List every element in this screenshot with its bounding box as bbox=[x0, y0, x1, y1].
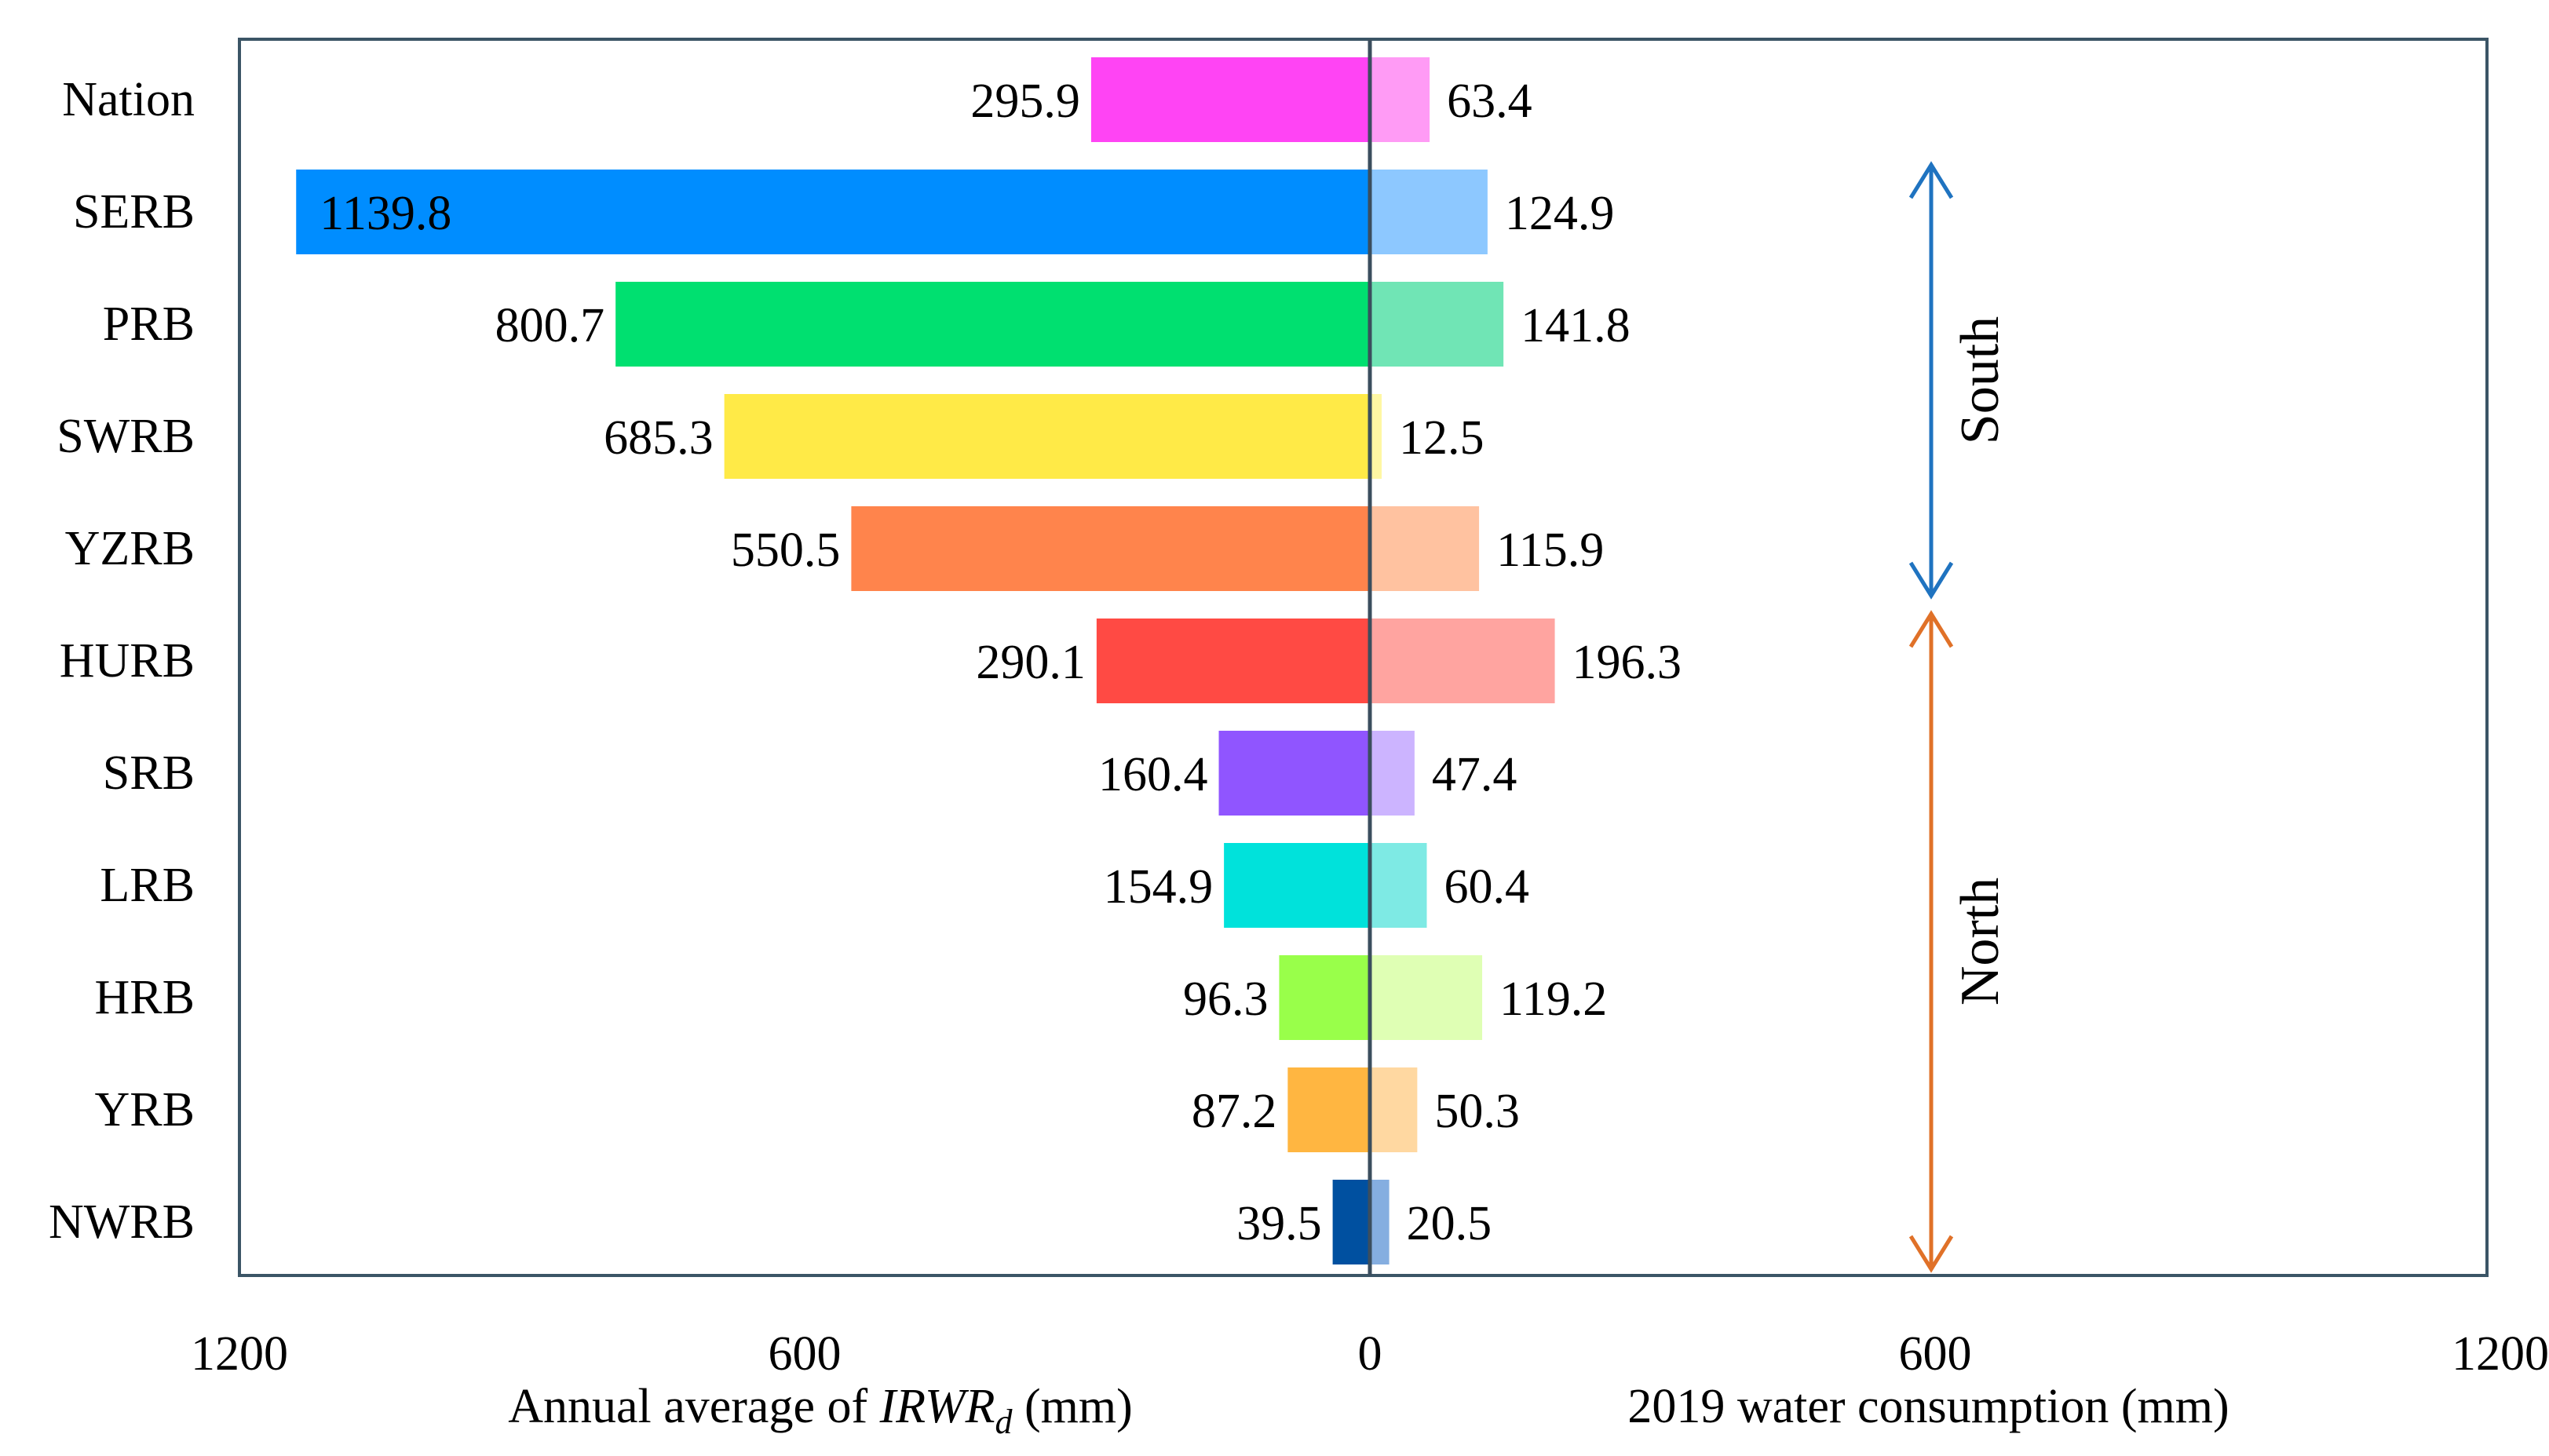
bar-right-yzrb bbox=[1370, 506, 1480, 591]
bar-right-srb bbox=[1370, 731, 1415, 816]
bar-left-hrb bbox=[1279, 955, 1370, 1040]
arrowhead-up-south bbox=[1908, 161, 1954, 199]
plot-frame bbox=[238, 38, 2489, 1277]
bar-right-swrb bbox=[1370, 394, 1382, 479]
bar-left-prb bbox=[615, 282, 1370, 367]
left-axis-label-var: IRWR bbox=[879, 1380, 995, 1433]
arrowhead-down-north bbox=[1908, 1235, 1954, 1273]
x-tick-labels: 1200 600 0 600 1200 bbox=[191, 1327, 2549, 1381]
value-label-left-yrb: 87.2 bbox=[1192, 1085, 1277, 1138]
category-label-yrb: YRB bbox=[95, 1083, 195, 1137]
left-axis-label: Annual average of IRWRd (mm) bbox=[508, 1380, 1133, 1441]
right-bars bbox=[1370, 57, 1555, 1264]
value-label-right-nation: 63.4 bbox=[1447, 75, 1532, 128]
arrowhead-down-south bbox=[1908, 561, 1954, 600]
annotation-south: South bbox=[1908, 161, 2010, 600]
category-label-hrb: HRB bbox=[95, 971, 195, 1024]
value-label-left-swrb: 685.3 bbox=[604, 411, 714, 465]
value-label-right-yzrb: 115.9 bbox=[1496, 524, 1604, 577]
bar-left-nwrb bbox=[1332, 1180, 1370, 1264]
value-label-left-srb: 160.4 bbox=[1098, 748, 1208, 801]
category-label-nation: Nation bbox=[62, 73, 195, 126]
tick-left-600: 600 bbox=[769, 1327, 842, 1381]
value-label-right-hrb: 119.2 bbox=[1499, 972, 1607, 1026]
annotation-north: North bbox=[1908, 610, 2010, 1273]
region-annotations: South North bbox=[1908, 161, 2010, 1273]
category-labels: Nation SERB PRB SWRB YZRB HURB SRB LRB HRB YRB NWR… bbox=[49, 73, 195, 1249]
bar-left-nation bbox=[1090, 57, 1370, 142]
value-label-right-prb: 141.8 bbox=[1521, 299, 1631, 352]
bar-left-yrb bbox=[1287, 1067, 1370, 1152]
bar-left-hurb bbox=[1096, 619, 1370, 703]
category-label-hurb: HURB bbox=[60, 634, 195, 688]
category-label-swrb: SWRB bbox=[57, 410, 195, 463]
category-label-nwrb: NWRB bbox=[49, 1195, 195, 1249]
category-label-serb: SERB bbox=[73, 185, 195, 239]
category-label-prb: PRB bbox=[103, 297, 195, 351]
right-axis-label: 2019 water consumption (mm) bbox=[1627, 1380, 2229, 1433]
left-axis-label-prefix: Annual average of bbox=[508, 1380, 879, 1433]
bar-left-yzrb bbox=[851, 506, 1370, 591]
tick-left-1200: 1200 bbox=[191, 1327, 288, 1381]
bar-right-hurb bbox=[1370, 619, 1555, 703]
tick-right-600: 600 bbox=[1899, 1327, 1972, 1381]
value-label-right-serb: 124.9 bbox=[1505, 187, 1614, 240]
bar-left-serb bbox=[296, 170, 1370, 254]
value-label-left-prb: 800.7 bbox=[495, 299, 605, 352]
value-label-left-nwrb: 39.5 bbox=[1236, 1197, 1322, 1250]
value-label-right-yrb: 50.3 bbox=[1434, 1085, 1520, 1138]
bar-right-serb bbox=[1370, 170, 1488, 254]
bar-left-srb bbox=[1218, 731, 1370, 816]
bar-right-hrb bbox=[1370, 955, 1483, 1040]
bar-right-nation bbox=[1370, 57, 1430, 142]
left-axis-label-sub: d bbox=[995, 1403, 1013, 1441]
bar-right-yrb bbox=[1370, 1067, 1418, 1152]
right-value-labels: 63.4 124.9 141.8 12.5 115.9 196.3 47.4 60.4 119.… bbox=[1399, 75, 1682, 1250]
value-label-left-nation: 295.9 bbox=[970, 75, 1080, 128]
value-label-left-lrb: 154.9 bbox=[1104, 860, 1214, 914]
bar-left-swrb bbox=[724, 394, 1370, 479]
value-label-right-hurb: 196.3 bbox=[1572, 636, 1682, 689]
left-bars bbox=[296, 57, 1370, 1264]
category-label-srb: SRB bbox=[103, 746, 195, 800]
value-label-left-serb: 1139.8 bbox=[320, 187, 451, 240]
category-label-yzrb: YZRB bbox=[65, 522, 195, 575]
bar-left-lrb bbox=[1224, 843, 1370, 928]
tick-right-1200: 1200 bbox=[2452, 1327, 2549, 1381]
value-label-right-srb: 47.4 bbox=[1432, 748, 1517, 801]
bar-right-prb bbox=[1370, 282, 1504, 367]
left-value-labels: 295.9 1139.8 800.7 685.3 550.5 290.1 160.4 154.… bbox=[320, 75, 1321, 1250]
category-label-lrb: LRB bbox=[100, 859, 195, 912]
value-label-right-swrb: 12.5 bbox=[1399, 411, 1484, 465]
value-label-right-nwrb: 20.5 bbox=[1407, 1197, 1492, 1250]
annotation-label-south: South bbox=[1950, 316, 2010, 444]
tick-left-0: 0 bbox=[1358, 1327, 1382, 1381]
value-label-left-yzrb: 550.5 bbox=[731, 524, 841, 577]
left-axis-label-suffix: (mm) bbox=[1013, 1380, 1133, 1433]
value-label-left-hrb: 96.3 bbox=[1183, 972, 1269, 1026]
value-label-left-hurb: 290.1 bbox=[976, 636, 1086, 689]
bar-right-nwrb bbox=[1370, 1180, 1390, 1264]
value-label-right-lrb: 60.4 bbox=[1444, 860, 1529, 914]
bar-right-lrb bbox=[1370, 843, 1427, 928]
annotation-label-north: North bbox=[1950, 878, 2010, 1005]
arrowhead-up-north bbox=[1908, 610, 1954, 648]
